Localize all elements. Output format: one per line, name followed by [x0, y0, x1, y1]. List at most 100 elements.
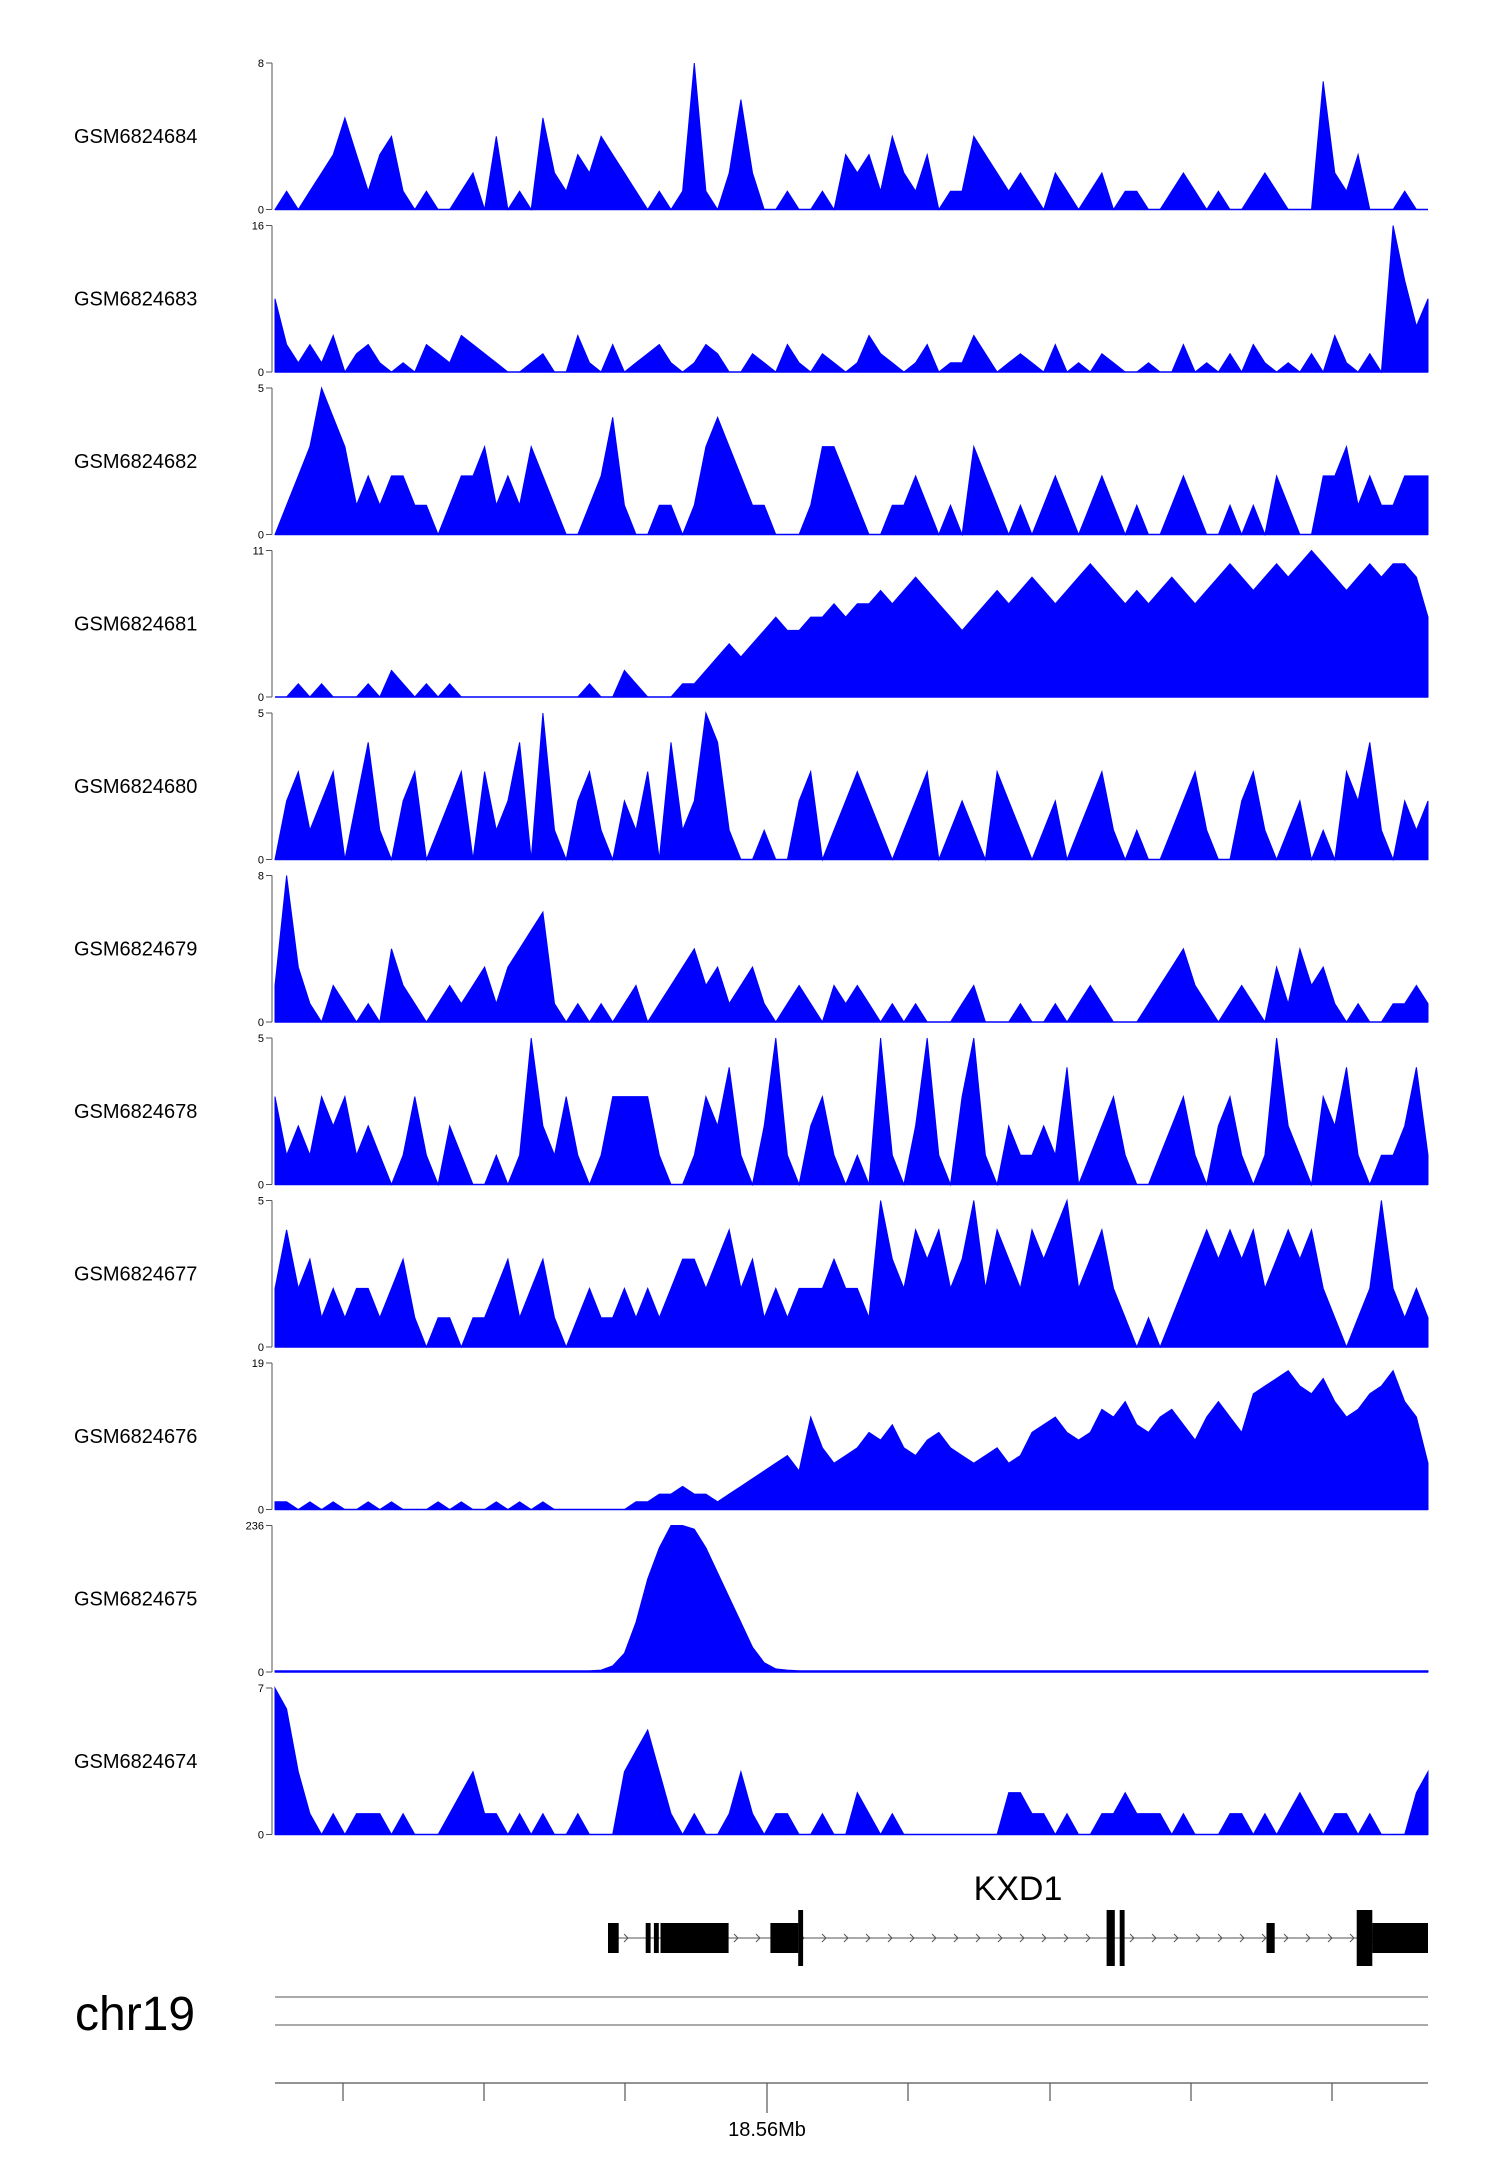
strand-arrow: [755, 1933, 761, 1943]
strand-arrow: [1195, 1933, 1201, 1943]
strand-arrow: [865, 1933, 871, 1943]
y-axis-max-label: 236: [246, 1521, 264, 1533]
strand-arrow: [843, 1933, 849, 1943]
track-GSM6824674: GSM6824674 7 0: [74, 1683, 1429, 1842]
strand-arrow: [931, 1933, 937, 1943]
strand-arrow: [1305, 1933, 1311, 1943]
y-axis-min-label: 0: [258, 1505, 264, 1517]
y-axis-max-label: 8: [258, 58, 264, 70]
exon: [660, 1923, 729, 1953]
strand-arrow: [1063, 1933, 1069, 1943]
signal-area: [274, 1037, 1429, 1187]
track-label: GSM6824682: [74, 451, 197, 473]
track-label: GSM6824675: [74, 1589, 197, 1611]
exon: [653, 1923, 659, 1953]
strand-arrow: [1283, 1933, 1289, 1943]
exon: [770, 1923, 799, 1953]
exon: [1356, 1910, 1373, 1966]
y-axis-min-label: 0: [258, 855, 264, 867]
signal-area: [274, 1369, 1429, 1511]
y-axis-max-label: 16: [252, 221, 264, 233]
y-axis-min-label: 0: [258, 367, 264, 379]
x-axis-position-label: 18.56Mb: [728, 2119, 806, 2141]
track-label: GSM6824683: [74, 289, 197, 311]
track-GSM6824677: GSM6824677 5 0: [74, 1196, 1429, 1354]
track-label: GSM6824678: [74, 1101, 197, 1123]
signal-area: [274, 875, 1429, 1024]
y-axis-max-label: 11: [253, 546, 264, 558]
y-axis-min-label: 0: [258, 1180, 264, 1192]
signal-area: [274, 62, 1428, 211]
track-GSM6824679: GSM6824679 8 0: [74, 871, 1429, 1029]
y-axis-max-label: 5: [258, 383, 264, 395]
strand-arrow: [1085, 1933, 1091, 1943]
strand-arrow: [1041, 1933, 1047, 1943]
signal-area: [274, 1525, 1429, 1673]
y-axis-max-label: 7: [258, 1683, 264, 1695]
signal-area: [274, 225, 1429, 374]
strand-arrow: [1129, 1933, 1135, 1943]
y-axis-min-label: 0: [258, 1342, 264, 1354]
track-GSM6824680: GSM6824680 5 0: [74, 708, 1429, 867]
strand-arrow: [997, 1933, 1003, 1943]
strand-arrow: [887, 1933, 893, 1943]
strand-arrow: [909, 1933, 915, 1943]
strand-arrow: [623, 1933, 629, 1943]
y-axis-max-label: 8: [258, 871, 264, 883]
strand-arrow: [1173, 1933, 1179, 1943]
exon: [608, 1923, 619, 1953]
track-GSM6824678: GSM6824678 5 0: [74, 1033, 1429, 1192]
y-axis-min-label: 0: [258, 205, 264, 217]
gene-name: KXD1: [974, 1870, 1063, 1908]
track-label: GSM6824679: [74, 939, 197, 961]
strand-arrow: [1261, 1933, 1267, 1943]
track-GSM6824683: GSM6824683 16 0: [74, 221, 1429, 379]
gene-track: KXD1: [608, 1870, 1428, 1966]
exon: [1372, 1923, 1428, 1953]
strand-arrow: [1349, 1933, 1355, 1943]
track-label: GSM6824677: [74, 1264, 197, 1286]
track-GSM6824684: GSM6824684 8 0: [74, 58, 1428, 217]
y-axis-max-label: 5: [258, 1033, 264, 1045]
signal-area: [274, 711, 1429, 862]
exon: [1106, 1910, 1115, 1966]
strand-arrow: [953, 1933, 959, 1943]
signal-area: [274, 1198, 1429, 1349]
track-label: GSM6824676: [74, 1426, 197, 1448]
exon: [798, 1910, 804, 1966]
track-label: GSM6824684: [74, 126, 197, 148]
track-GSM6824676: GSM6824676 19 0: [74, 1358, 1429, 1517]
track-label: GSM6824681: [74, 614, 197, 636]
y-axis-max-label: 5: [258, 1196, 264, 1208]
data-tracks: GSM682468480GSM6824683160GSM682468250GSM…: [74, 58, 1429, 1842]
y-axis-min-label: 0: [258, 1017, 264, 1029]
track-label: GSM6824674: [74, 1751, 197, 1773]
strand-arrow: [1151, 1933, 1157, 1943]
y-axis-min-label: 0: [258, 1830, 264, 1842]
track-label: GSM6824680: [74, 776, 197, 798]
strand-arrow: [1019, 1933, 1025, 1943]
track-GSM6824682: GSM6824682 5 0: [74, 383, 1429, 542]
y-axis-max-label: 5: [258, 708, 264, 720]
strand-arrow: [733, 1933, 739, 1943]
chromosome-label: chr19: [75, 1988, 195, 2041]
y-axis-min-label: 0: [258, 530, 264, 542]
exon: [645, 1923, 651, 1953]
strand-arrow: [1327, 1933, 1333, 1943]
y-axis-min-label: 0: [258, 692, 264, 704]
strand-arrow: [821, 1933, 827, 1943]
y-axis-max-label: 19: [252, 1358, 264, 1370]
track-GSM6824681: GSM6824681 11 0: [74, 546, 1429, 704]
exon: [1119, 1910, 1125, 1966]
signal-area: [274, 386, 1429, 537]
strand-arrow: [975, 1933, 981, 1943]
y-axis-min-label: 0: [258, 1667, 264, 1679]
strand-arrow: [1239, 1933, 1245, 1943]
signal-area: [275, 549, 1429, 698]
track-GSM6824675: GSM6824675 236 0: [74, 1521, 1429, 1679]
exon: [1266, 1923, 1275, 1953]
signal-area: [274, 1686, 1429, 1836]
strand-arrow: [1217, 1933, 1223, 1943]
genome-axis: chr19 18.56Mb: [75, 1988, 1428, 2141]
